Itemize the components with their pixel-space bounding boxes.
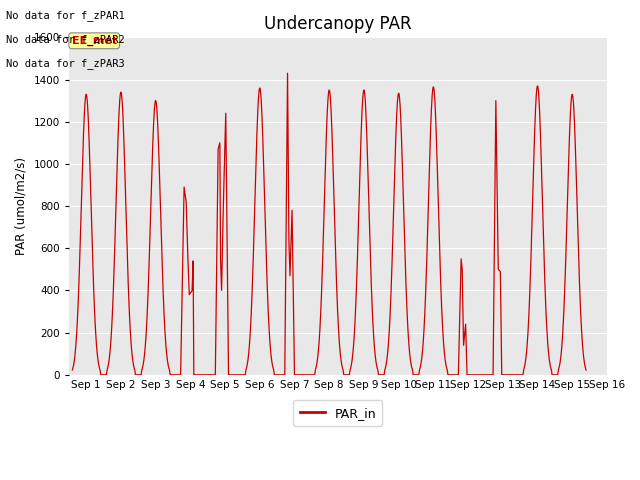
- Text: No data for f_zPAR2: No data for f_zPAR2: [6, 34, 125, 45]
- Text: EE_met: EE_met: [72, 36, 116, 46]
- Text: No data for f_zPAR3: No data for f_zPAR3: [6, 58, 125, 69]
- Title: Undercanopy PAR: Undercanopy PAR: [264, 15, 412, 33]
- Legend: PAR_in: PAR_in: [293, 400, 383, 426]
- Y-axis label: PAR (umol/m2/s): PAR (umol/m2/s): [15, 157, 28, 255]
- Text: No data for f_zPAR1: No data for f_zPAR1: [6, 10, 125, 21]
